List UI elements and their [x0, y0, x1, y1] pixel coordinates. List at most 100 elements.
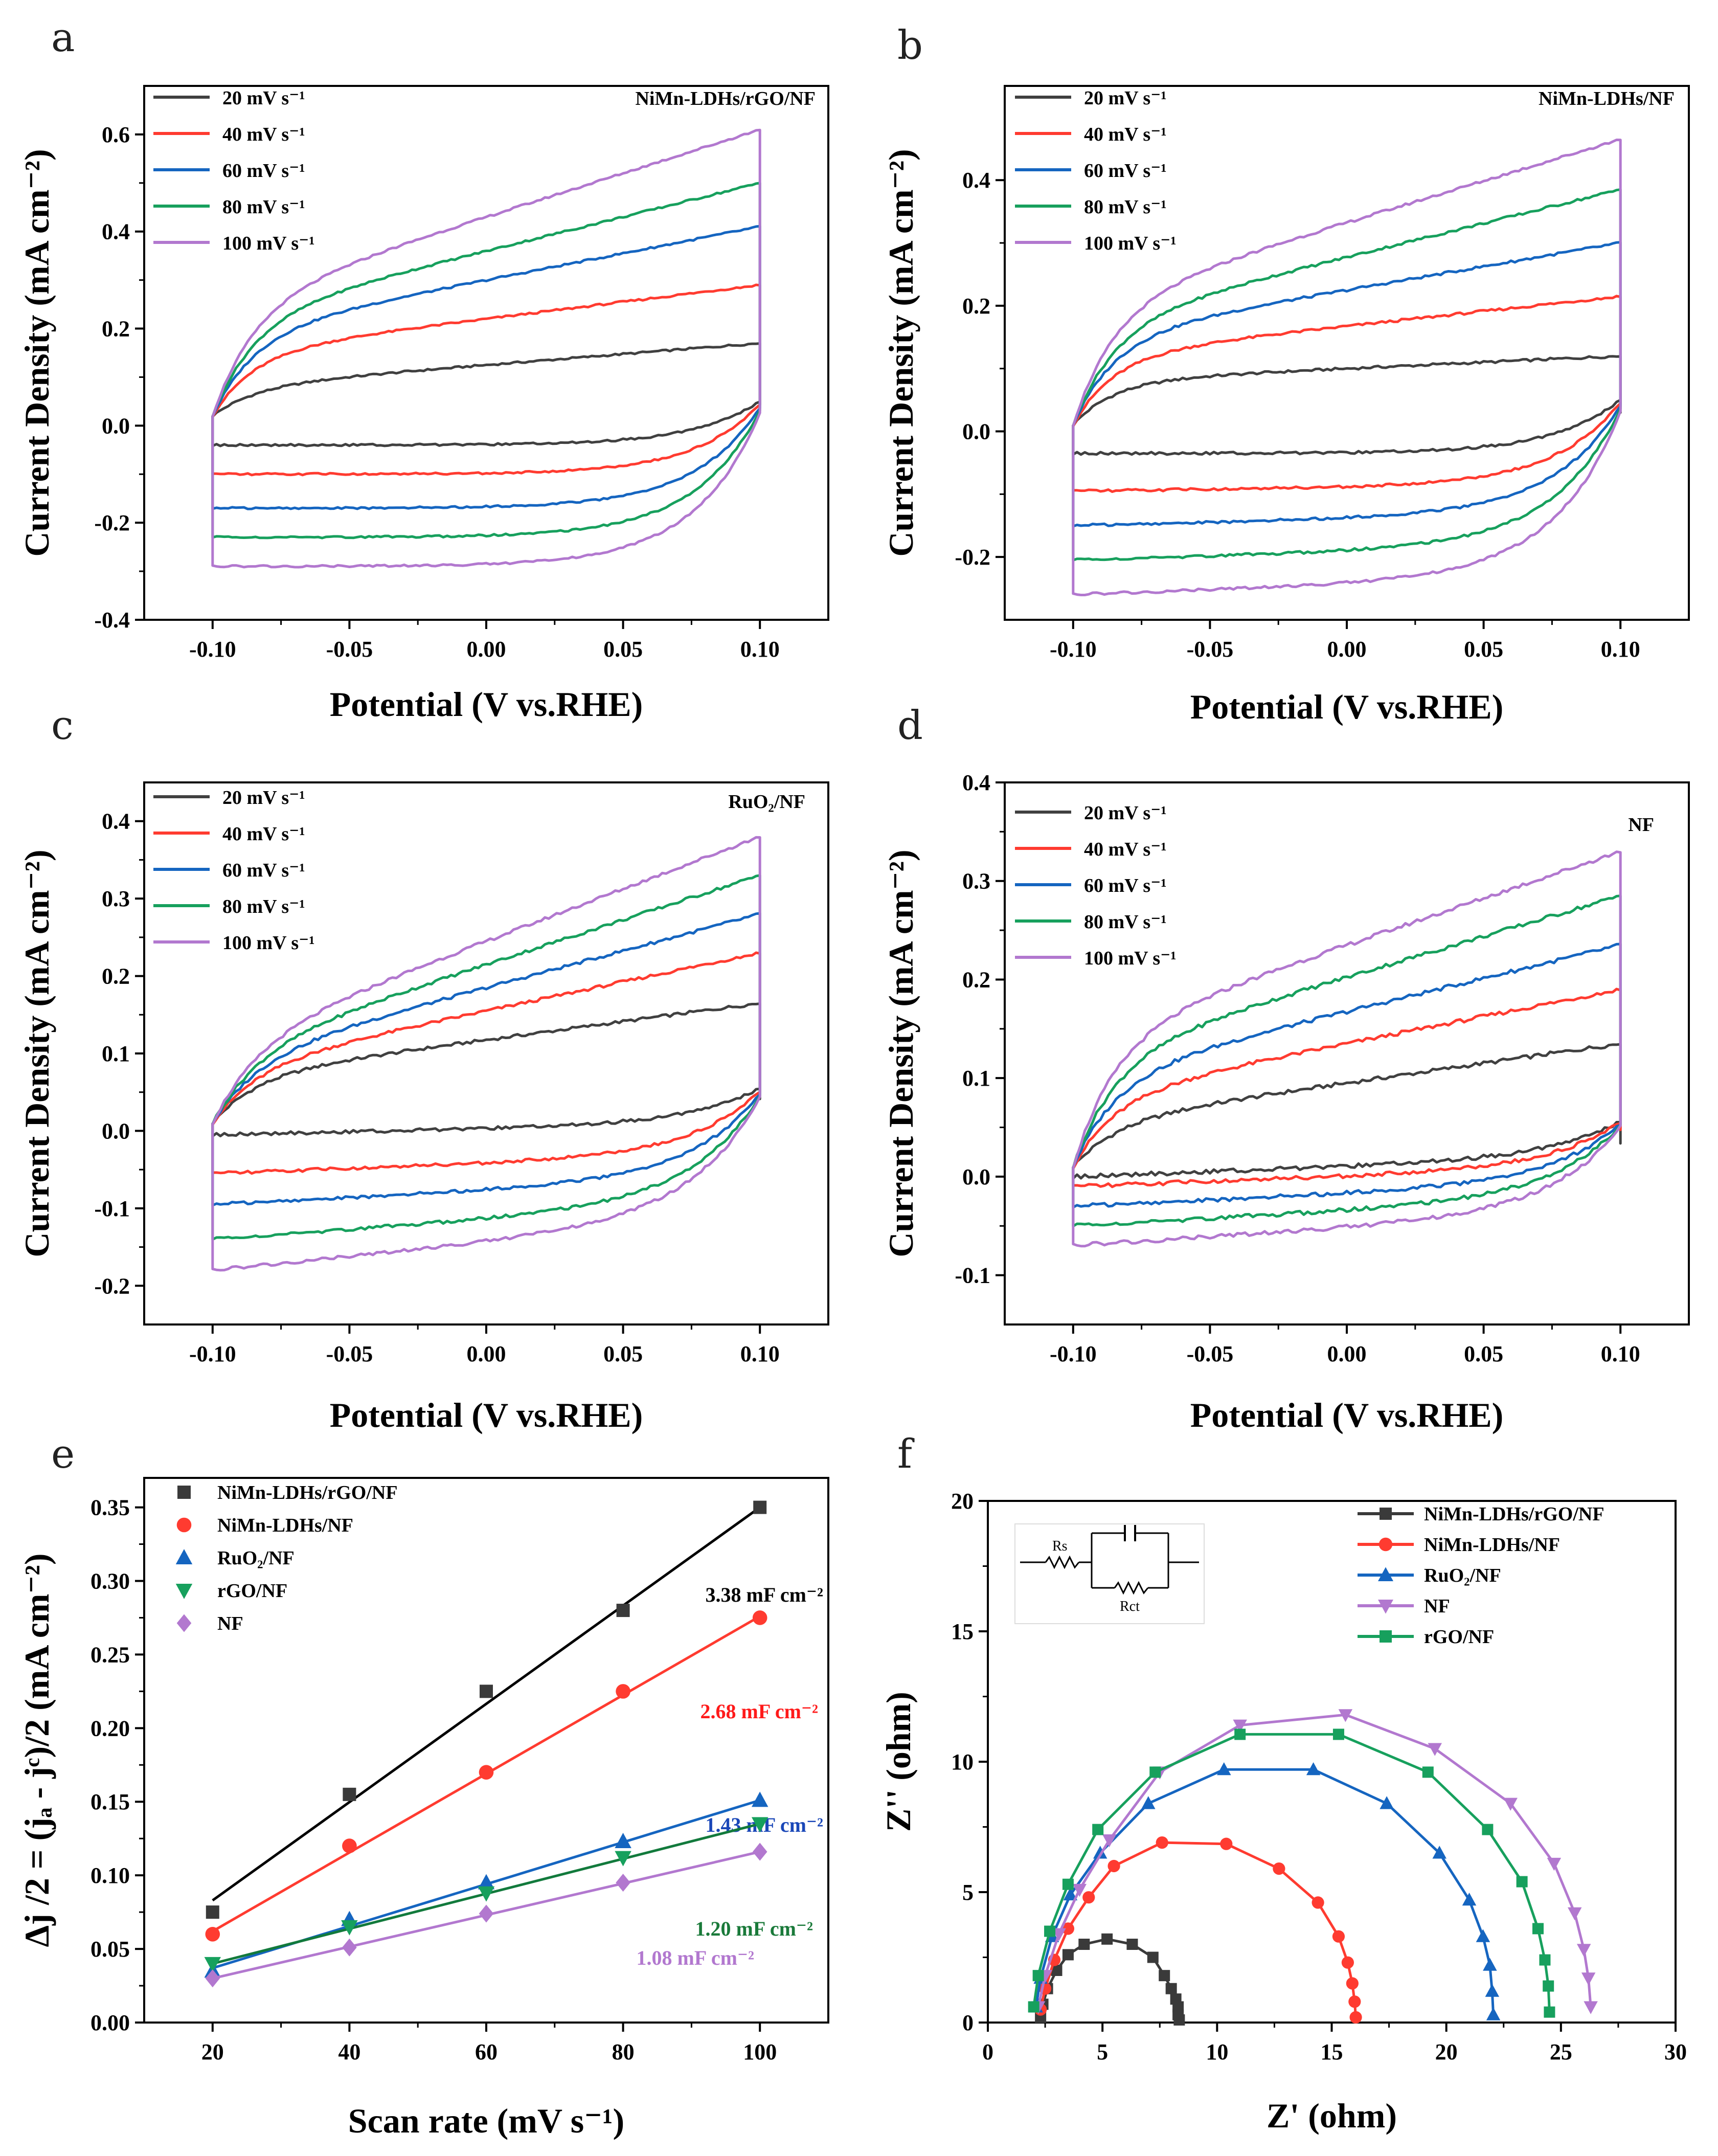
data-point — [342, 1838, 357, 1853]
data-point — [1052, 1928, 1066, 1941]
data-point — [175, 1549, 193, 1564]
x-tick-label: -0.05 — [1187, 637, 1234, 662]
x-tick-label: -0.05 — [1187, 1341, 1234, 1366]
x-axis-title: Scan rate (mV s⁻¹) — [348, 2101, 624, 2140]
data-point — [1380, 1796, 1394, 1809]
x-tick-label: -0.05 — [326, 1341, 373, 1366]
panel-letter: a — [51, 15, 75, 61]
legend-label: 20 mV s⁻¹ — [222, 87, 305, 109]
data-point — [751, 1791, 768, 1807]
legend-label: 100 mV s⁻¹ — [1084, 948, 1177, 969]
cv-curve — [1072, 850, 1622, 1248]
x-tick-label: -0.10 — [1050, 1341, 1097, 1366]
x-tick-label: 0.10 — [1601, 1341, 1640, 1366]
legend-label: 40 mV s⁻¹ — [1084, 839, 1167, 860]
y-axis-title: Δj /2 = (jₐ - jᶜ)/2 (mA cm⁻²) — [17, 1554, 56, 1947]
y-tick-label: 20 — [951, 1489, 974, 1514]
data-point — [1063, 1887, 1078, 1901]
data-point — [752, 1843, 767, 1861]
data-point — [1062, 1878, 1074, 1890]
y-tick-label: -0.1 — [955, 1263, 990, 1288]
y-tick-label: 0.2 — [102, 964, 130, 989]
data-point — [1234, 1728, 1246, 1740]
legend-label: 100 mV s⁻¹ — [222, 233, 315, 254]
data-point — [1082, 1891, 1095, 1904]
y-tick-label: 0.6 — [102, 122, 130, 147]
y-tick-label: 0.2 — [102, 317, 130, 342]
data-point — [1338, 1709, 1353, 1722]
data-point — [205, 1969, 220, 1988]
data-point — [751, 1817, 768, 1833]
data-point — [1516, 1876, 1528, 1888]
panel-a: -0.10 -0.05 0.00 0.05 0.10 -0.4 -0.2 0.0 0.2 0.4 0… — [17, 15, 829, 724]
data-point — [615, 1851, 631, 1867]
data-point — [1476, 1929, 1490, 1942]
data-point — [1332, 1728, 1344, 1740]
y-tick-label: 0.4 — [962, 168, 990, 193]
equivalent-circuit-inset: Rs Rct — [1014, 1523, 1205, 1624]
x-tick-label: 60 — [475, 2039, 498, 2064]
data-point — [1349, 2011, 1362, 2024]
data-point — [616, 1684, 630, 1699]
y-tick-label: -0.2 — [94, 1273, 130, 1298]
data-point — [1485, 1984, 1500, 1997]
data-point — [1341, 1956, 1354, 1969]
data-point — [616, 1874, 630, 1892]
legend-label: NF — [1424, 1596, 1450, 1617]
x-tick-label: 0.05 — [1464, 1341, 1503, 1366]
x-tick-label: 25 — [1550, 2039, 1572, 2064]
panel-e: 20 40 60 80 100 0.00 0.05 0.10 0.15 0.20 0.25 0.30 0… — [17, 1431, 829, 2140]
legend-label: NiMn-LDHs/NF — [1424, 1534, 1560, 1556]
y-tick-label: 0.00 — [91, 2010, 130, 2035]
legend-label: 20 mV s⁻¹ — [1084, 87, 1167, 109]
legend-label: 20 mV s⁻¹ — [222, 787, 305, 808]
y-axis-title: Current Density (mA cm⁻²) — [881, 849, 920, 1257]
data-point — [1544, 2006, 1555, 2018]
data-point — [177, 1486, 191, 1499]
data-point — [206, 1905, 219, 1919]
data-point — [1378, 1600, 1393, 1614]
data-point — [1576, 1944, 1591, 1957]
y-tick-label: 0.1 — [962, 1066, 990, 1091]
legend-label: 100 mV s⁻¹ — [1084, 233, 1177, 254]
data-point — [1332, 1930, 1345, 1943]
legend-label: 60 mV s⁻¹ — [1084, 875, 1167, 896]
x-tick-label: 0.05 — [1464, 637, 1503, 662]
legend-label: NiMn-LDHs/rGO/NF — [217, 1482, 398, 1503]
panel-b: -0.10 -0.05 0.00 0.05 0.10 -0.2 0.0 0.2 0.4 Poten… — [881, 23, 1690, 726]
y-tick-label: 0.2 — [962, 967, 990, 992]
data-point — [1051, 1965, 1063, 1976]
x-tick-label: 20 — [1435, 2039, 1458, 2064]
data-point — [1072, 1883, 1087, 1897]
x-tick-label: -0.10 — [189, 637, 236, 662]
data-point — [1217, 1762, 1231, 1776]
data-point — [1581, 1972, 1596, 1986]
data-point — [1147, 1951, 1159, 1963]
legend-label: 100 mV s⁻¹ — [222, 932, 315, 954]
data-point — [1378, 1567, 1393, 1581]
x-axis-title: Potential (V vs.RHE) — [330, 1396, 643, 1434]
x-axis-title: Z' (ohm) — [1267, 2096, 1397, 2135]
data-point — [753, 1500, 767, 1514]
x-tick-label: 0.10 — [740, 637, 780, 662]
circuit-label-rs: Rs — [1052, 1538, 1068, 1554]
data-point — [205, 1926, 220, 1942]
data-point — [1141, 1796, 1156, 1809]
panel-letter: c — [51, 703, 74, 749]
legend-label: 40 mV s⁻¹ — [222, 124, 305, 145]
x-tick-label: 0.10 — [1601, 637, 1640, 662]
y-tick-label: 0.2 — [962, 294, 990, 319]
data-point — [1482, 1824, 1494, 1835]
data-point — [1273, 1862, 1285, 1875]
data-point — [1044, 1925, 1056, 1937]
slope-annotation: 1.08 mF cm⁻² — [637, 1946, 754, 1969]
rs-resistor — [1045, 1555, 1080, 1569]
y-tick-label: 0.0 — [962, 1164, 990, 1189]
x-axis-title: Potential (V vs.RHE) — [1190, 687, 1504, 726]
x-tick-label: 0.00 — [1327, 1341, 1367, 1366]
data-point — [480, 1685, 493, 1698]
y-tick-label: 0 — [962, 2010, 974, 2035]
data-point — [1462, 1893, 1477, 1906]
fit-line — [212, 1506, 761, 1902]
